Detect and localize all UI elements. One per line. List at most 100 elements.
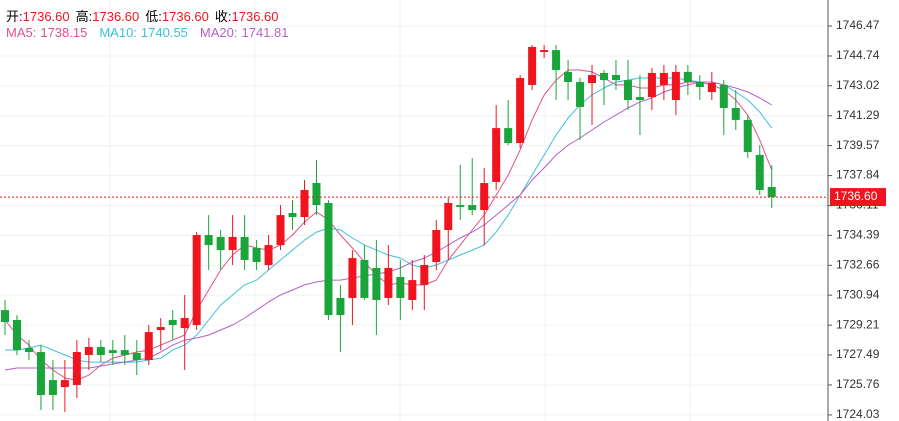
- y-tick-label: 1744.74: [836, 48, 880, 62]
- candle-body: [324, 202, 333, 316]
- candle-body: [48, 380, 57, 396]
- y-tick-label: 1741.29: [836, 108, 880, 122]
- candle-body: [408, 280, 417, 301]
- legend-value: 1741.81: [241, 25, 289, 40]
- candle-body: [276, 215, 285, 246]
- candle-body: [635, 97, 644, 101]
- legend-name: MA20:: [199, 25, 238, 40]
- candle-body: [659, 72, 668, 85]
- candle-body: [492, 128, 501, 182]
- candle-body: [516, 77, 525, 143]
- candle-body: [336, 297, 345, 316]
- candle-body: [623, 80, 632, 101]
- y-tick-label: 1729.21: [836, 317, 880, 331]
- ohlc-value: 1736.60: [231, 9, 279, 24]
- candle-body: [300, 189, 309, 217]
- y-tick-label: 1743.02: [836, 78, 880, 92]
- candle-body: [468, 205, 477, 211]
- candle-body: [360, 259, 369, 298]
- y-tick-label: 1737.84: [836, 168, 880, 182]
- legend-value: 1740.55: [140, 25, 188, 40]
- ohlc-label: 低:: [145, 9, 162, 24]
- candle-body: [228, 236, 237, 251]
- ohlc-value: 1736.60: [22, 9, 70, 24]
- last-price-label: 1736.60: [834, 189, 878, 203]
- ma-line: [4, 69, 773, 381]
- y-tick-label: 1727.49: [836, 347, 880, 361]
- ma-line: [4, 81, 772, 371]
- candle-body: [108, 350, 117, 354]
- legend-value: 1738.15: [40, 25, 88, 40]
- ohlc-label: 收:: [214, 9, 232, 24]
- candle-body: [743, 119, 752, 153]
- candle-body: [216, 236, 225, 251]
- candle-body: [192, 235, 201, 325]
- candle-body: [132, 353, 141, 360]
- candle-body: [24, 348, 33, 353]
- ma-line: [5, 77, 773, 363]
- ohlc-value: 1736.60: [161, 9, 209, 24]
- candle-body: [695, 81, 704, 88]
- candle-body: [312, 183, 321, 206]
- candle-body: [168, 319, 177, 325]
- candle-body: [252, 248, 261, 263]
- candle-body: [396, 276, 405, 298]
- y-tick-label: 1739.57: [836, 138, 880, 152]
- candle-body: [576, 81, 585, 107]
- candle-body: [264, 245, 273, 266]
- candle-body: [96, 346, 105, 355]
- last-price-box: [830, 188, 886, 207]
- candle-body: [528, 46, 537, 85]
- candle-body: [432, 229, 441, 263]
- candle-body: [564, 71, 573, 82]
- candle-body: [504, 128, 513, 143]
- candle-body: [767, 187, 776, 198]
- candle-body: [12, 319, 21, 351]
- candle-body: [180, 318, 189, 329]
- candle-body: [480, 183, 489, 211]
- ohlc-header: 开:1736.60 高:1736.60 低:1736.60 收:1736.60: [6, 6, 285, 25]
- candle-body: [288, 213, 297, 217]
- ohlc-label: 开:: [6, 9, 23, 24]
- candle-body: [731, 107, 740, 120]
- candle-body: [647, 72, 656, 98]
- ohlc-value: 1736.60: [92, 9, 140, 24]
- candle-body: [683, 71, 692, 82]
- candle-body: [552, 50, 561, 71]
- y-tick-label: 1724.03: [836, 407, 880, 421]
- candle-body: [240, 236, 249, 260]
- candle-body: [144, 332, 153, 360]
- candle-body: [456, 205, 465, 207]
- candle-body: [84, 346, 93, 355]
- candle-body: [372, 267, 381, 301]
- candle-body: [156, 327, 165, 331]
- candle-body: [611, 75, 620, 81]
- y-tick-label: 1734.39: [836, 228, 880, 242]
- candle-body: [540, 50, 549, 52]
- candle-body: [1, 310, 9, 323]
- candle-body: [36, 352, 45, 396]
- candle-body: [72, 352, 81, 385]
- candle-body: [120, 350, 129, 355]
- ohlc-label: 高:: [75, 9, 93, 24]
- candle-body: [707, 83, 716, 93]
- candle-body: [384, 267, 393, 298]
- candle-body: [588, 75, 597, 84]
- candle-body: [671, 71, 680, 101]
- legend-name: MA5:: [6, 25, 37, 40]
- candle-body: [348, 258, 357, 298]
- candle-body: [600, 72, 608, 81]
- y-tick-label: 1732.66: [836, 258, 880, 272]
- candle-body: [719, 84, 728, 108]
- legend-name: MA10:: [99, 25, 137, 40]
- candle-body: [755, 154, 764, 190]
- ma-legend: MA5: 1738.15 MA10: 1740.55 MA20: 1741.81: [6, 25, 301, 40]
- y-tick-label: 1746.47: [836, 18, 880, 32]
- candle-body: [204, 235, 213, 246]
- y-tick-label: 1725.76: [836, 377, 880, 391]
- candle-body: [444, 202, 453, 230]
- candle-body: [420, 265, 429, 285]
- y-tick-label: 1730.94: [836, 287, 880, 301]
